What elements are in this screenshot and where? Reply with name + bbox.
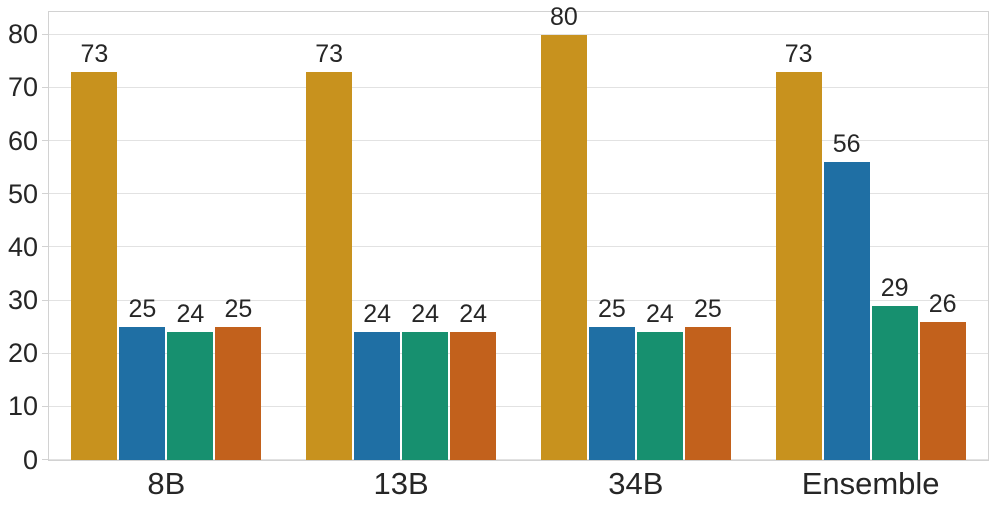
gridline	[49, 193, 988, 195]
gridline	[49, 459, 988, 460]
gridline	[49, 246, 988, 248]
x-tick-label-ensemble: Ensemble	[801, 466, 940, 501]
bar-value-label: 56	[832, 130, 861, 159]
gridline	[49, 140, 988, 142]
bar-value-label: 25	[128, 295, 157, 324]
bar-value-label: 73	[315, 40, 344, 69]
y-tick-label: 70	[7, 72, 38, 103]
bar-value-label: 24	[411, 300, 440, 329]
y-tick-mark	[42, 140, 48, 142]
bar-group-13b: 73 24 24 24 13B	[284, 12, 519, 501]
y-tick-mark	[42, 299, 48, 301]
y-tick-mark	[42, 33, 48, 35]
x-tick-label-34b: 34B	[608, 466, 664, 501]
bar-value-label: 25	[693, 295, 722, 324]
bar-blue: 25	[588, 297, 635, 460]
plot-area: 73 25 24 25 8B 73 24 24 24 13B 80 25 24 25 34B 73 56 29 26…	[48, 4, 989, 501]
bar-value-label: 26	[928, 289, 957, 318]
y-tick-mark	[42, 459, 48, 460]
bar-gold: 73	[775, 42, 822, 460]
bar-group-ensemble: 73 56 29 26 Ensemble	[753, 12, 988, 501]
y-tick-mark	[42, 352, 48, 354]
bar-value-label: 24	[645, 300, 674, 329]
y-tick-label: 20	[7, 338, 38, 369]
y-tick-mark	[42, 193, 48, 195]
y-tick-label: 0	[22, 444, 38, 475]
bar-teal: 24	[402, 302, 449, 460]
bar-value-label: 24	[176, 300, 205, 329]
bar-groups: 73 25 24 25 8B 73 24 24 24 13B 80 25 24 25 34B 73 56 29 26…	[49, 4, 988, 501]
x-tick-label-8b: 8B	[147, 466, 186, 501]
bar-value-label: 24	[363, 300, 392, 329]
bar-rust: 25	[215, 297, 262, 460]
y-tick-label: 60	[7, 125, 38, 156]
y-tick-label: 50	[7, 178, 38, 209]
bar-rust: 26	[919, 291, 966, 460]
bar-rust: 24	[450, 302, 497, 460]
y-tick-mark	[42, 405, 48, 407]
bar-value-label: 25	[224, 295, 253, 324]
bar-blue: 56	[823, 132, 870, 460]
bar-gold: 80	[540, 4, 587, 460]
gridline	[49, 352, 988, 354]
y-tick-mark	[42, 246, 48, 248]
y-tick-label: 30	[7, 285, 38, 316]
y-tick-label: 10	[7, 391, 38, 422]
bar-group-34b: 80 25 24 25 34B	[519, 4, 754, 501]
y-tick-label: 40	[7, 231, 38, 262]
bar-gold: 73	[71, 42, 118, 460]
bar-value-label: 80	[549, 2, 578, 31]
bar-value-label: 29	[880, 273, 909, 302]
x-tick-label-13b: 13B	[373, 466, 429, 501]
bar-value-label: 73	[784, 40, 813, 69]
bar-value-label: 24	[459, 300, 488, 329]
bar-blue: 24	[354, 302, 401, 460]
gridline	[49, 87, 988, 88]
bar-teal: 24	[167, 302, 214, 460]
bar-value-label: 73	[80, 40, 109, 69]
bar-teal: 24	[636, 302, 683, 460]
y-tick-mark	[42, 86, 48, 88]
gridline	[49, 33, 988, 35]
bar-rust: 25	[684, 297, 731, 460]
gridline	[49, 299, 988, 301]
bar-blue: 25	[119, 297, 166, 460]
bar-group-8b: 73 25 24 25 8B	[49, 12, 284, 501]
gridline	[49, 405, 988, 407]
bar-teal: 29	[871, 275, 918, 460]
y-tick-label: 80	[7, 19, 38, 50]
bar-gold: 73	[306, 42, 353, 460]
bar-value-label: 25	[597, 295, 626, 324]
